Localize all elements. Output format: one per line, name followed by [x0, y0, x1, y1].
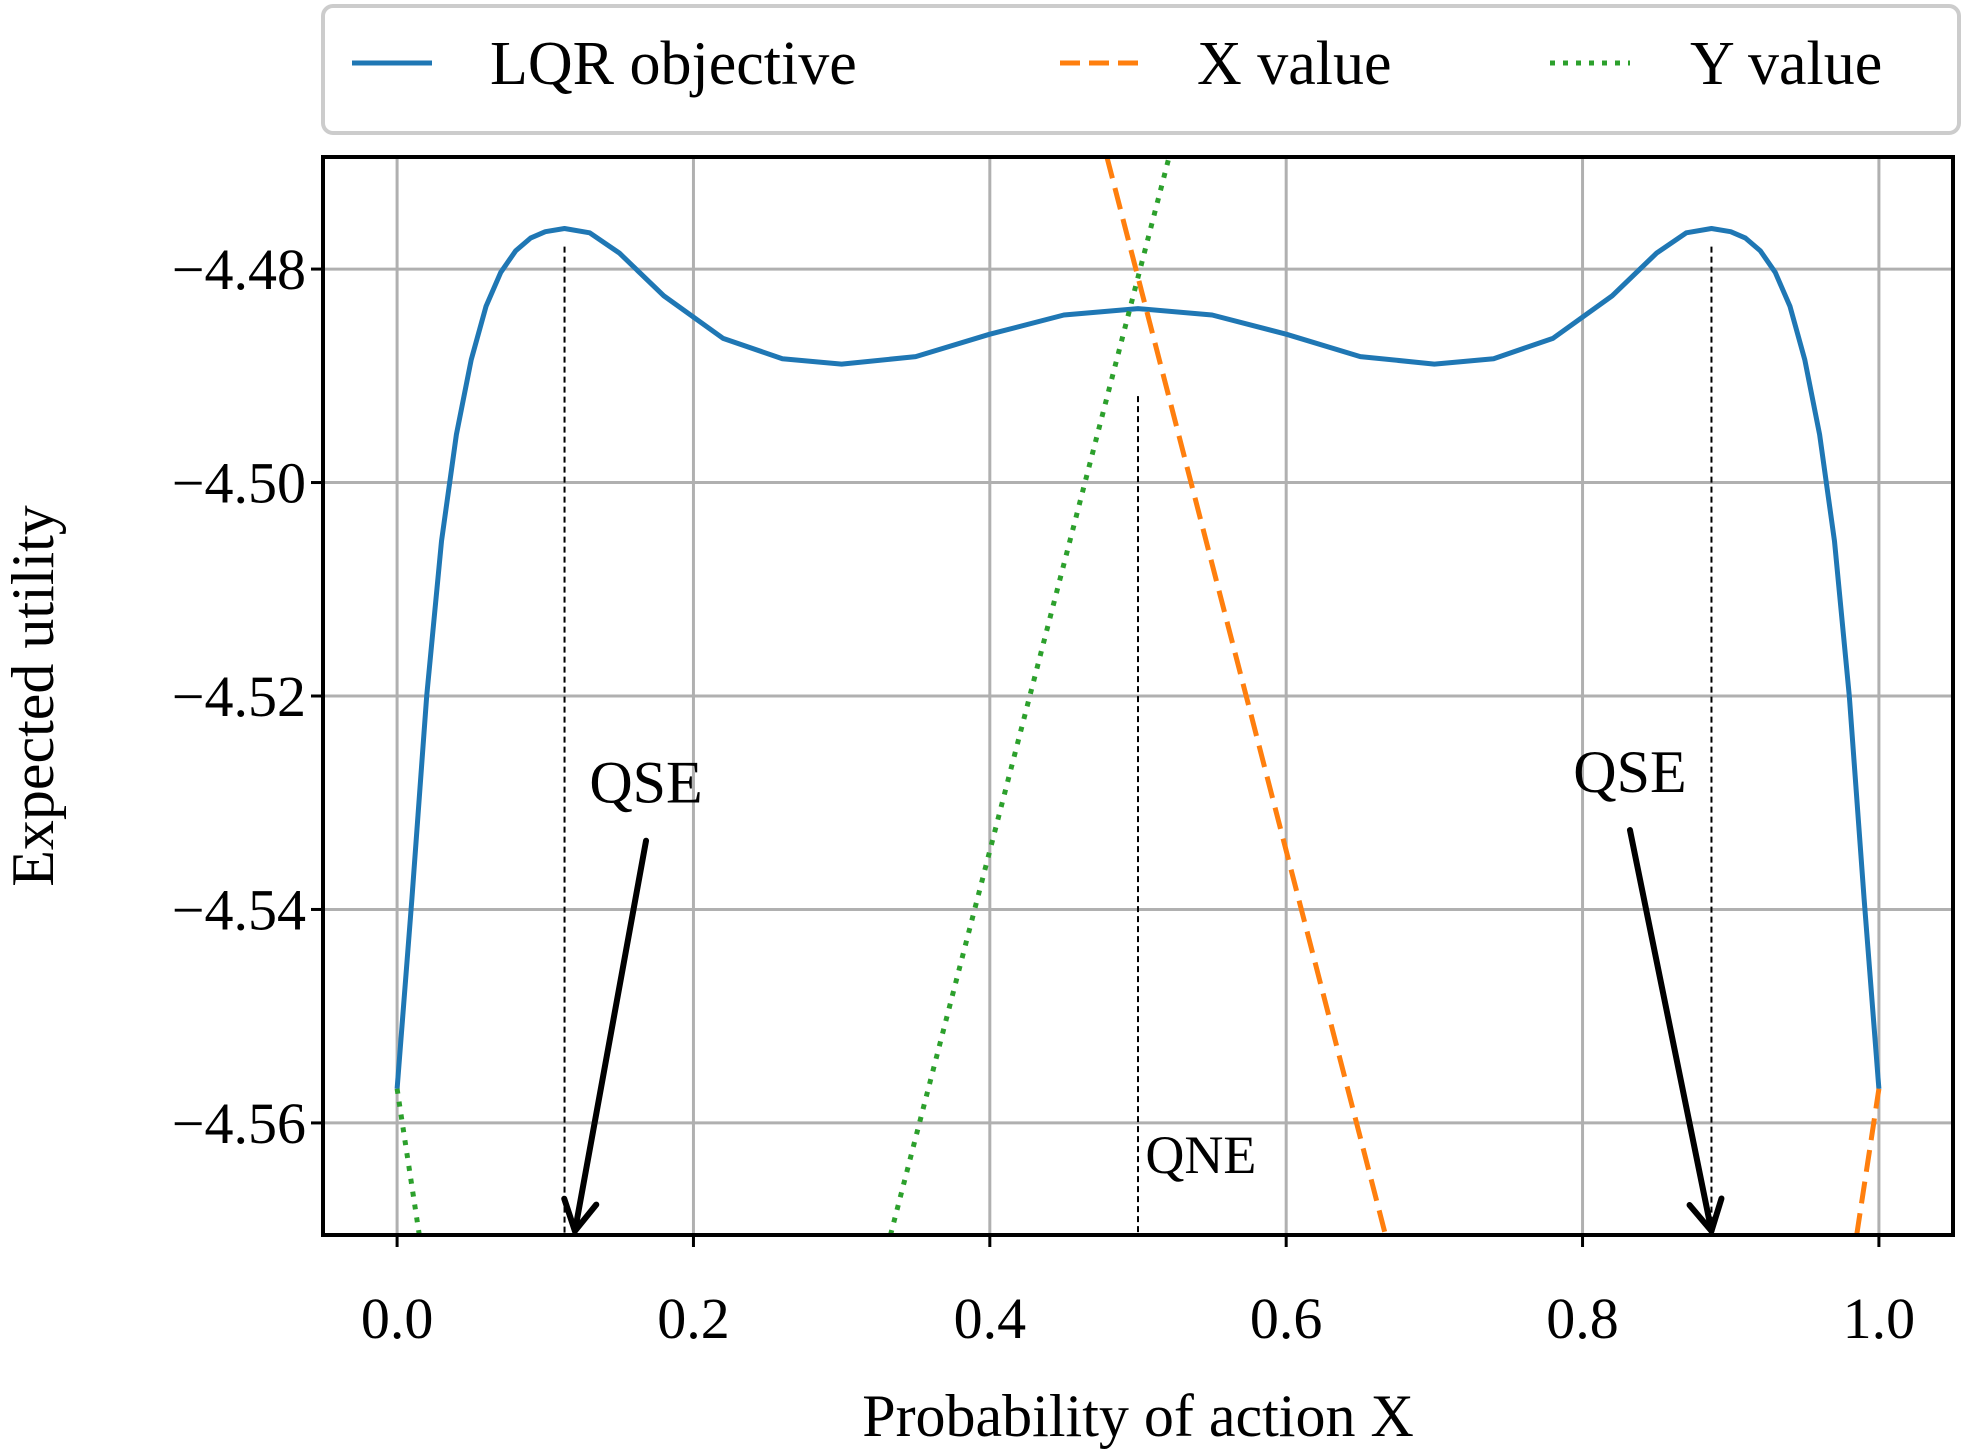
legend-label-x-value: X value — [1197, 30, 1392, 98]
x-tick-label: 0.8 — [1546, 1286, 1619, 1351]
grid — [323, 157, 1953, 1235]
annotation-label-qse: QSE — [1573, 739, 1686, 805]
vertical-markers — [563, 246, 1713, 1235]
annotations: QSE QNE QSE — [561, 739, 1725, 1234]
y-value-line — [394, 1088, 422, 1235]
y-tick-label: −4.52 — [172, 664, 306, 729]
lqr-objective-line — [394, 226, 1882, 1089]
y-axis-label: Expected utility — [0, 505, 66, 887]
x-tick-label: 0.4 — [954, 1286, 1027, 1351]
x-value-line — [1854, 1088, 1882, 1235]
annotation-arrowhead — [561, 1195, 600, 1234]
y-tick-label: −4.54 — [172, 877, 306, 942]
y-value-line — [888, 157, 1172, 1235]
x-ticks: 0.0 0.2 0.4 0.6 0.8 1.0 — [361, 1235, 1915, 1351]
y-tick-label: −4.48 — [172, 237, 306, 302]
legend-label-lqr-objective: LQR objective — [490, 30, 857, 98]
legend: LQR objective X value Y value — [321, 4, 1961, 135]
y-ticks: −4.48 −4.50 −4.52 −4.54 −4.56 — [172, 237, 323, 1156]
annotation-arrow — [1626, 827, 1715, 1234]
legend-label-y-value: Y value — [1690, 30, 1882, 98]
annotation-label-qse: QSE — [589, 750, 702, 816]
x-value-line — [1104, 157, 1388, 1235]
plot-lines — [394, 157, 1882, 1235]
x-axis-label: Probability of action X — [862, 1383, 1414, 1449]
annotation-arrowhead — [1686, 1195, 1725, 1234]
annotation-label-qne: QNE — [1145, 1125, 1256, 1185]
x-tick-label: 1.0 — [1843, 1286, 1916, 1351]
x-tick-label: 0.2 — [657, 1286, 730, 1351]
annotation-arrow — [571, 837, 650, 1234]
y-tick-label: −4.50 — [172, 451, 306, 516]
legend-box — [321, 4, 1961, 135]
y-tick-label: −4.56 — [172, 1091, 306, 1156]
x-tick-label: 0.0 — [361, 1286, 434, 1351]
x-tick-label: 0.6 — [1250, 1286, 1323, 1351]
